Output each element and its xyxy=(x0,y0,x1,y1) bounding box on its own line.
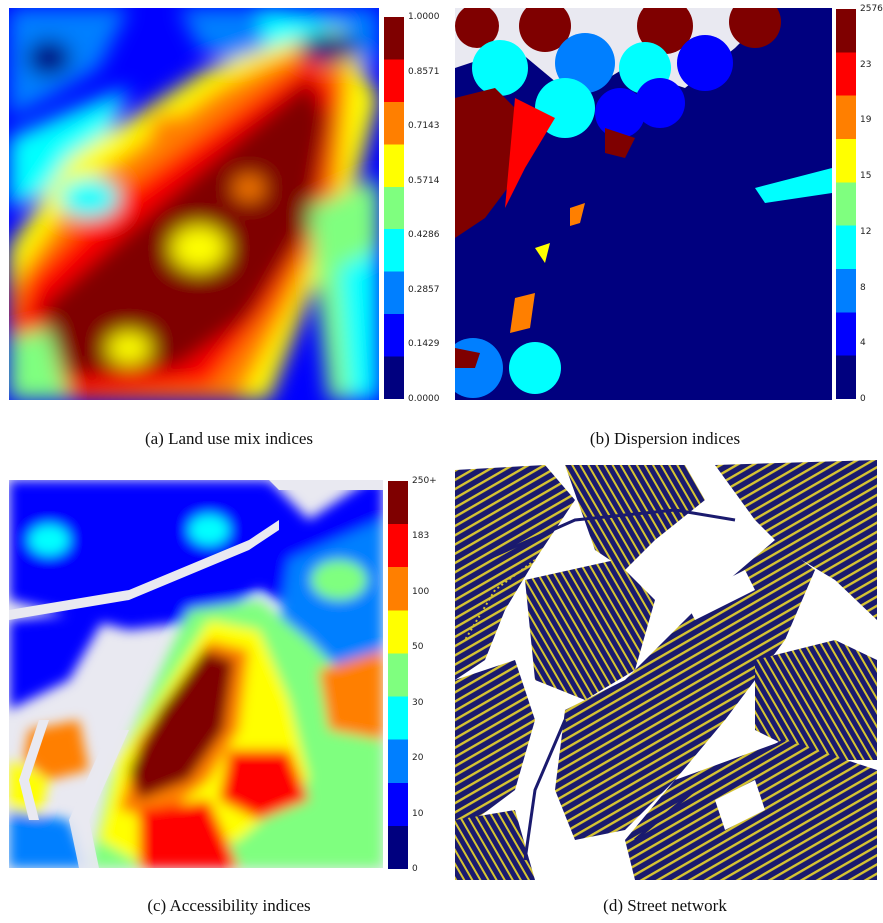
colorbar-tick: 4 xyxy=(860,338,866,349)
colorbar-tick: 0.7143 xyxy=(408,121,440,132)
panel-caption: (c) Accessibility indices xyxy=(147,896,311,915)
street-network-map xyxy=(455,460,877,880)
colorbar-tick: 250+ xyxy=(412,476,437,486)
colorbar-tick: 0.2857 xyxy=(408,284,440,295)
colorbar-tick: 0.8571 xyxy=(408,66,440,77)
colorbar-tick: 100 xyxy=(412,586,430,597)
colorbar-tick: 8 xyxy=(860,282,866,293)
colorbar-tick: 12 xyxy=(860,226,872,237)
panel-caption: (a) Land use mix indices xyxy=(144,429,314,448)
colorbar-tick: 1.0000 xyxy=(408,12,440,22)
accessibility-colorbar xyxy=(388,481,408,869)
dispersion-map xyxy=(455,8,832,400)
colorbar-tick: 0.1429 xyxy=(408,339,440,350)
colorbar-tick: 0 xyxy=(860,394,866,404)
colorbar-tick: 19 xyxy=(860,115,872,126)
colorbar-tick: 0.0000 xyxy=(408,394,440,404)
colorbar-tick: 0.4286 xyxy=(408,230,440,241)
colorbar-tick: 2576 xyxy=(860,4,883,14)
colorbar-tick: 10 xyxy=(412,808,424,819)
land-use-mix-map xyxy=(9,8,379,400)
land-use-colorbar xyxy=(384,17,404,399)
accessibility-map xyxy=(9,480,383,868)
panel-caption: (b) Dispersion indices xyxy=(589,429,741,448)
dispersion-colorbar xyxy=(836,9,856,399)
colorbar-tick: 20 xyxy=(412,753,424,764)
colorbar-tick: 23 xyxy=(860,59,872,70)
colorbar-tick: 50 xyxy=(412,642,424,653)
colorbar-tick: 30 xyxy=(412,697,424,708)
panel-caption: (d) Street network xyxy=(603,896,727,915)
colorbar-tick: 0 xyxy=(412,864,418,874)
colorbar-tick: 0.5714 xyxy=(408,175,440,186)
colorbar-tick: 183 xyxy=(412,531,430,542)
colorbar-tick: 15 xyxy=(860,171,872,182)
